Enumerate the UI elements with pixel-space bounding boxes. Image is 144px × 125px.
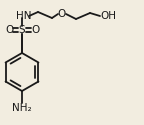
Text: OH: OH — [100, 11, 116, 21]
Text: O: O — [5, 25, 13, 35]
Text: NH₂: NH₂ — [12, 103, 32, 113]
Text: O: O — [58, 9, 66, 19]
Text: HN: HN — [16, 11, 32, 21]
Text: O: O — [31, 25, 39, 35]
Text: S: S — [19, 25, 25, 35]
